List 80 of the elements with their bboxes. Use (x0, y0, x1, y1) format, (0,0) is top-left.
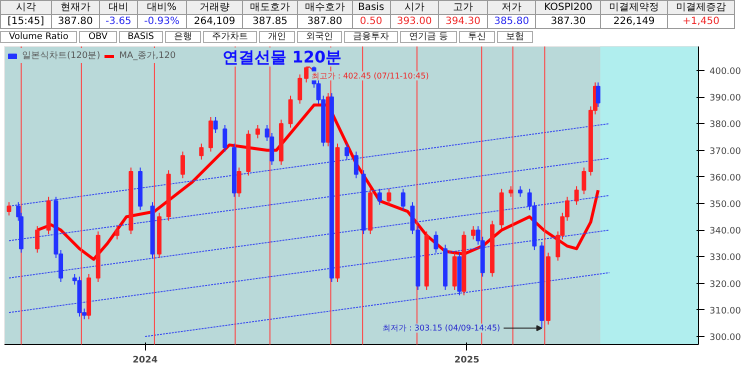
y-tick-label: 340.00 (710, 226, 742, 237)
text: Volume Ratio (0, 31, 78, 43)
text: 385.80 (487, 14, 536, 28)
candlestick (199, 143, 204, 160)
text: OBV (79, 31, 117, 43)
text: 미결제약정 (600, 0, 668, 14)
text: 미결제증감 (668, 0, 734, 14)
text: 시가 (390, 0, 439, 14)
text: -3.65 (100, 14, 138, 28)
text: 현재가 (51, 0, 100, 14)
candlestick (508, 186, 514, 198)
text: 보험 (496, 31, 533, 43)
text: 대비 (100, 0, 138, 14)
candlestick (596, 82, 600, 108)
text: 금융투자 (344, 31, 398, 43)
candlestick (386, 188, 392, 206)
text: 주가차트 (203, 31, 258, 43)
text: 264,109 (186, 14, 243, 28)
text: 대비% (137, 0, 186, 14)
annotation: 최고가 : 402.45 (07/11-10:45) (311, 71, 429, 80)
text: 393.00 (390, 14, 439, 28)
text: 387.80 (51, 14, 100, 28)
text: 개인 (259, 31, 296, 43)
candlestick (213, 116, 218, 134)
text: [15:45] (0, 14, 52, 28)
candlestick (298, 74, 302, 104)
text: 387.30 (536, 14, 601, 28)
text: BASIS (118, 31, 164, 43)
candlestick (518, 186, 522, 198)
y-tick-label: 310.00 (710, 306, 742, 316)
text: +1,450 (668, 14, 734, 28)
text: 0.50 (352, 14, 390, 28)
text: 은행 (165, 31, 202, 43)
y-tick-label: 400.00 (710, 66, 742, 77)
chart-title: 연결선물 120분 (222, 48, 342, 66)
text: -0.93% (137, 14, 186, 28)
candlestick (434, 230, 438, 254)
candlestick (582, 167, 586, 195)
x-tick-label: 2025 (454, 356, 480, 366)
y-tick-label: 390.00 (710, 94, 742, 104)
candlestick (400, 188, 406, 211)
y-tick-label: 370.00 (710, 146, 742, 157)
text: 시각 (0, 0, 52, 14)
text: 매수호가 (297, 0, 352, 14)
text: KOSPI200 (536, 0, 601, 14)
text: 387.85 (242, 14, 298, 28)
candlestick (35, 226, 40, 254)
text: 226,149 (600, 14, 668, 28)
legend-label: 일본식차트(120분) (22, 50, 100, 62)
text: 저가 (487, 0, 536, 14)
text: Basis (352, 0, 390, 14)
candlestick (180, 151, 185, 179)
candlestick (255, 124, 260, 139)
x-tick-label: 2024 (132, 356, 158, 366)
y-tick-label: 320.00 (710, 280, 742, 290)
candlestick (222, 124, 228, 152)
candlestick (236, 167, 242, 198)
text: 394.30 (438, 14, 488, 28)
y-tick-label: 360.00 (710, 173, 742, 184)
y-tick-label: 330.00 (710, 253, 742, 264)
y-tick-label: 380.00 (710, 120, 742, 130)
text: 거래량 (186, 0, 243, 14)
legend-label: MA_종가,120 (119, 50, 176, 62)
text: 연기금 등 (400, 31, 457, 43)
candlestick (344, 143, 350, 160)
candlestick (471, 226, 476, 240)
candlestick (574, 186, 579, 206)
annotation: 최저가 : 303.15 (04/09-14:45) (382, 324, 500, 333)
candlestick (6, 202, 12, 216)
candlestick (354, 151, 358, 179)
text: 고가 (438, 0, 488, 14)
candlestick (114, 226, 120, 240)
text: 387.80 (297, 14, 352, 28)
y-tick-label: 300.00 (710, 333, 742, 344)
candlestick (288, 95, 293, 128)
text: 외국인 (297, 31, 342, 43)
y-tick-label: 350.00 (710, 200, 742, 210)
text: 매도호가 (242, 0, 298, 14)
text: 투신 (458, 31, 495, 43)
candlestick (377, 188, 382, 206)
